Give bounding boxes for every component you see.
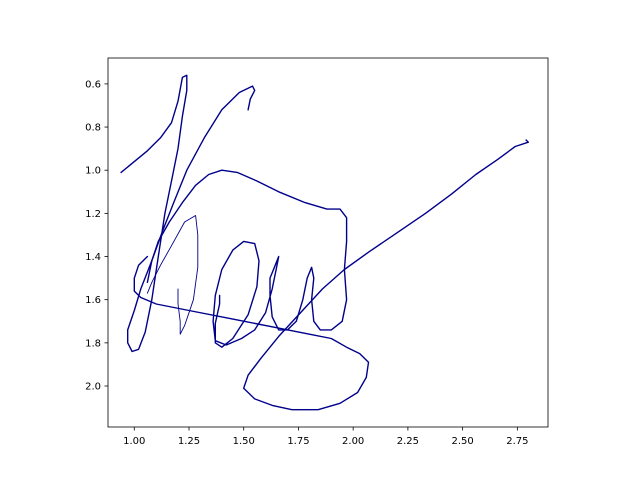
y-tick-label: 0.6 xyxy=(85,79,101,90)
y-tick-label: 1.8 xyxy=(85,338,101,349)
x-tick-label: 1.50 xyxy=(233,436,255,447)
y-tick-label: 1.0 xyxy=(85,166,101,177)
plot-frame xyxy=(107,57,549,428)
x-tick-label: 1.00 xyxy=(123,436,145,447)
x-tick-label: 2.25 xyxy=(397,436,419,447)
y-tick-label: 2.0 xyxy=(85,382,101,393)
y-tick-label: 1.4 xyxy=(85,252,101,263)
x-tick-label: 1.75 xyxy=(287,436,309,447)
y-tick-label: 0.8 xyxy=(85,123,101,134)
x-axis: 1.00 1.25 1.50 1.75 2.00 2.25 2.50 2.75 xyxy=(123,427,528,447)
y-axis: 0.6 0.8 1.0 1.2 1.4 1.6 1.8 2.0 xyxy=(85,79,108,393)
x-tick-label: 2.50 xyxy=(451,436,473,447)
x-tick-label: 1.25 xyxy=(178,436,200,447)
x-tick-label: 2.75 xyxy=(506,436,528,447)
signature-stroke-1 xyxy=(120,74,256,353)
y-tick-label: 1.6 xyxy=(85,295,101,306)
x-tick-label: 2.00 xyxy=(342,436,364,447)
y-tick-label: 1.2 xyxy=(85,209,101,220)
signature-stroke-4 xyxy=(146,215,199,335)
series-layer xyxy=(120,74,529,411)
signature-stroke-3 xyxy=(133,139,529,411)
